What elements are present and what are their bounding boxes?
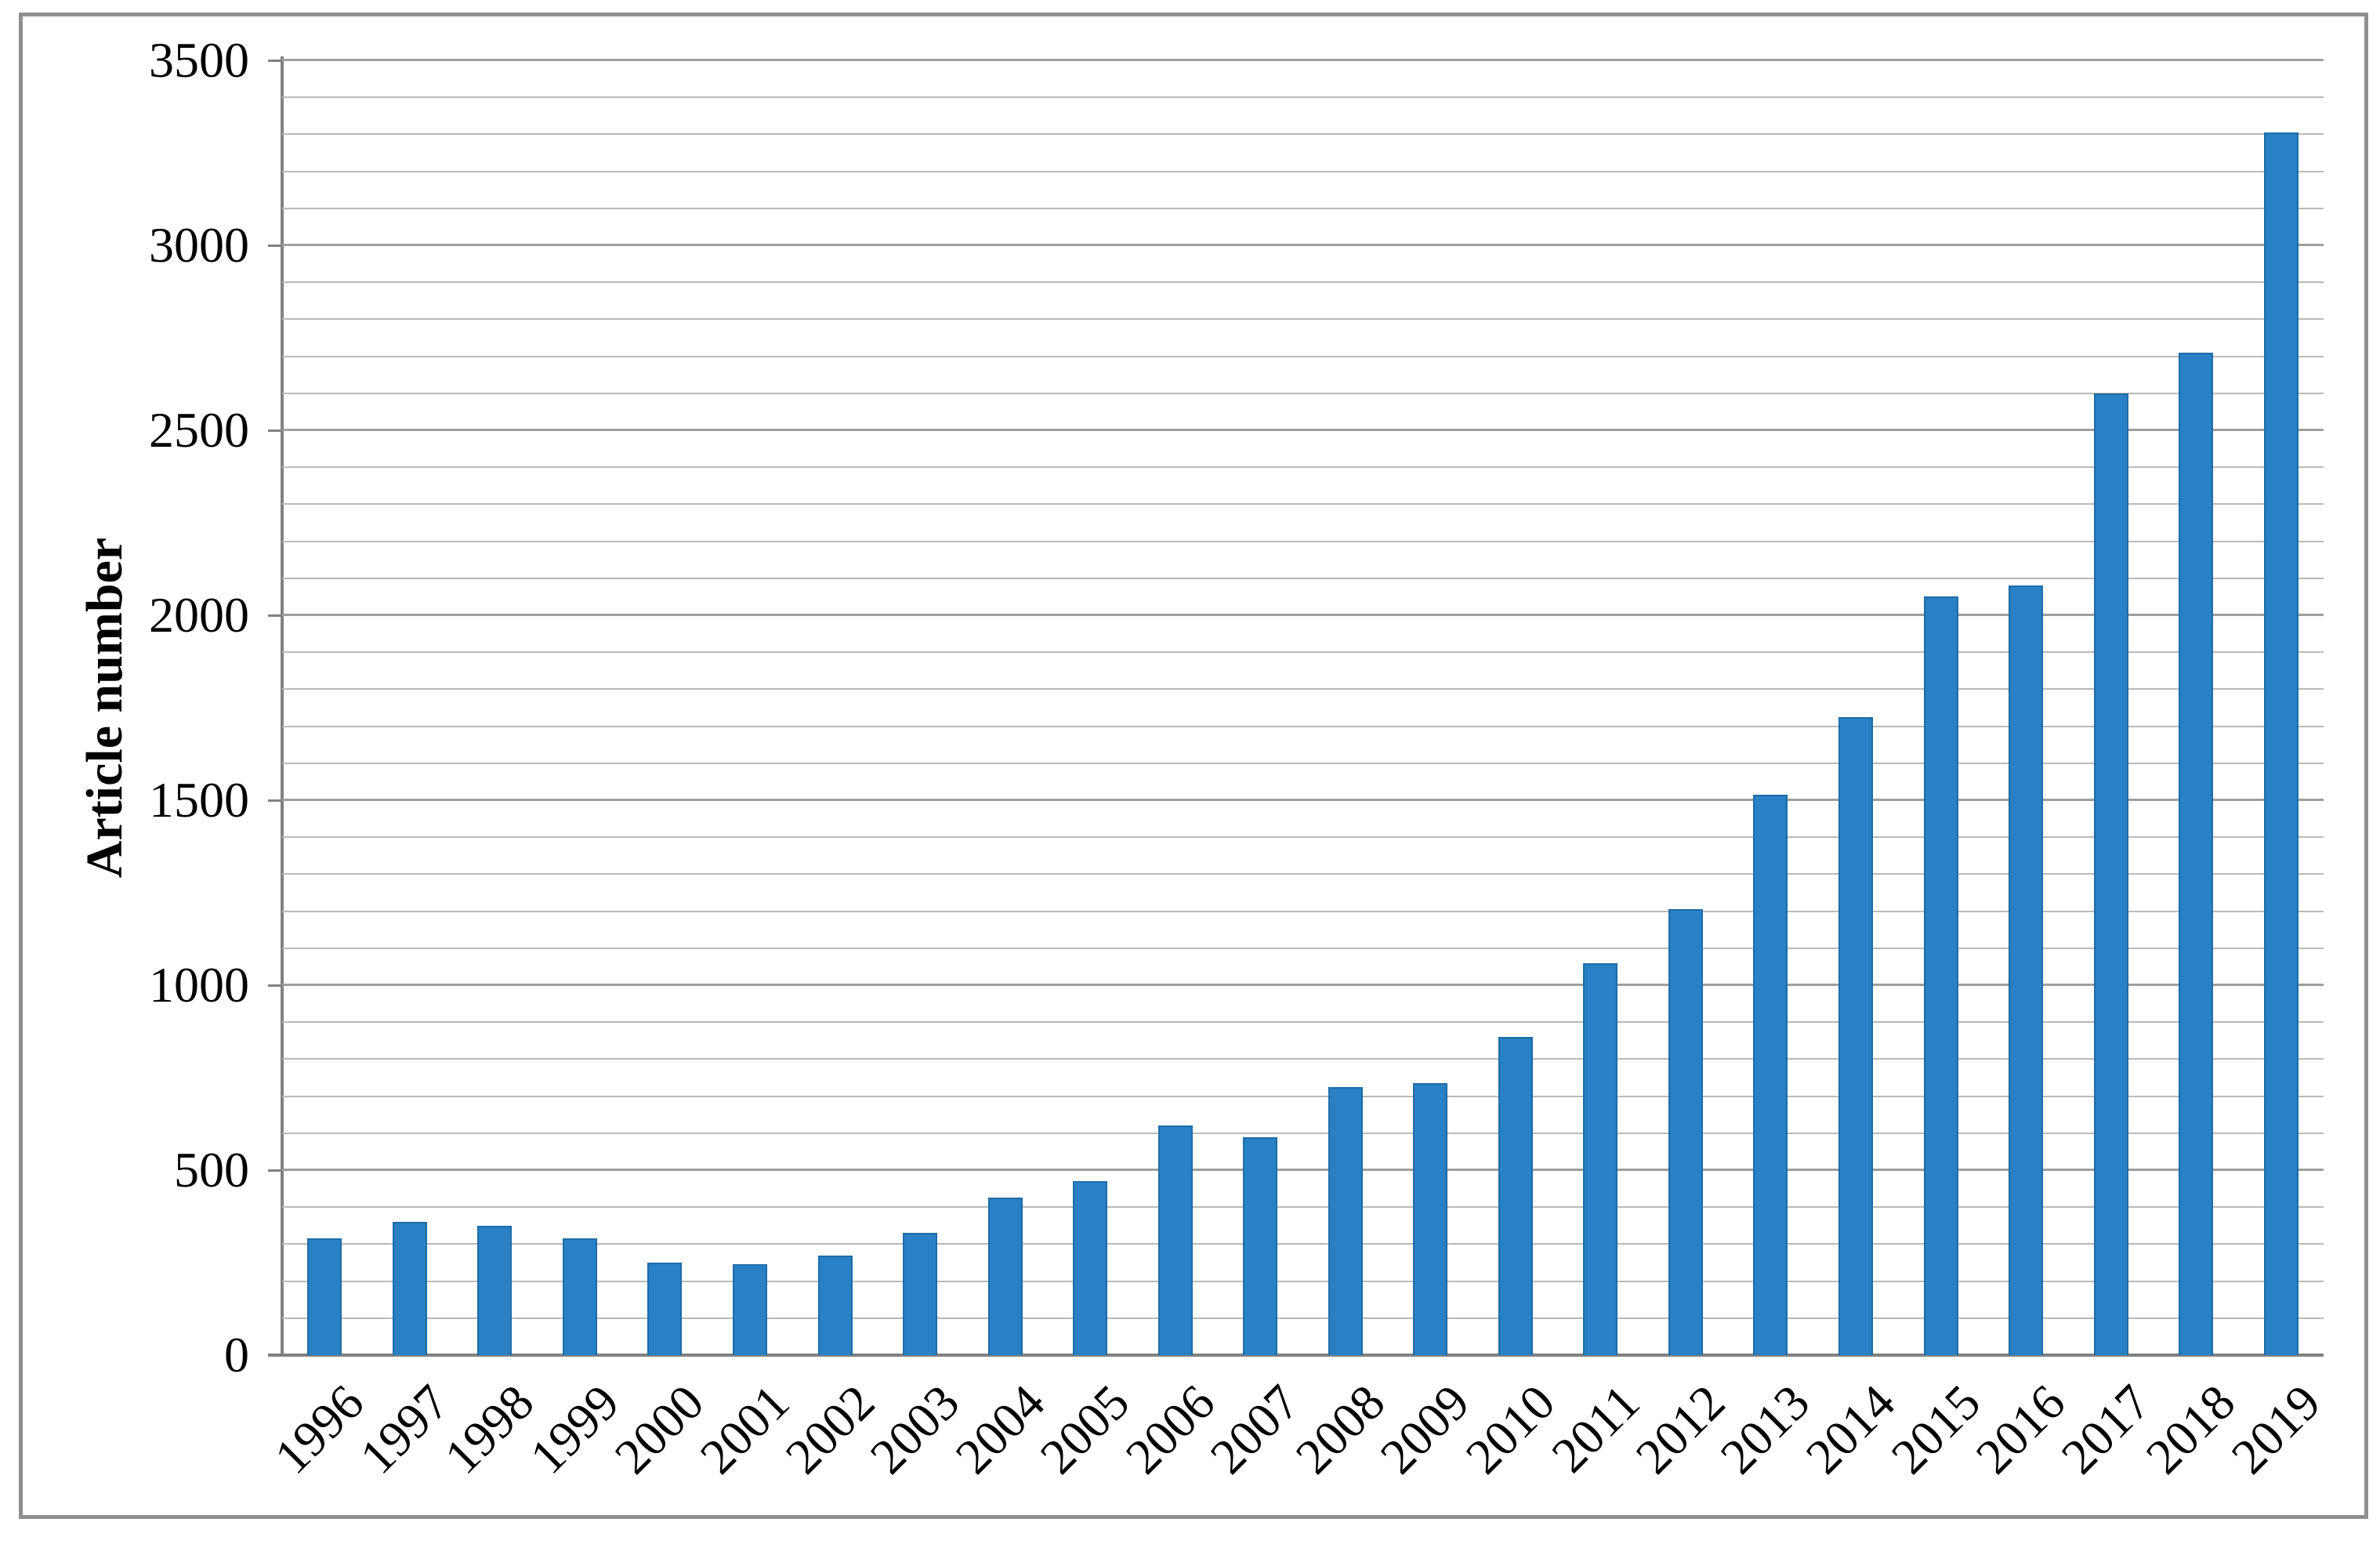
y-gridline-3300: [282, 133, 2324, 136]
y-gridline-1300: [282, 873, 2324, 875]
y-gridline-2700: [282, 355, 2324, 357]
y-axis-line: [281, 56, 284, 1357]
y-gridline-2600: [282, 392, 2324, 394]
y-gridline-2300: [282, 503, 2324, 506]
y-gridline-400: [282, 1206, 2324, 1209]
y-tick-500: [268, 1169, 282, 1172]
y-tick-label-2000: 2000: [149, 587, 249, 643]
y-tick-3500: [268, 60, 282, 62]
y-tick-1500: [268, 799, 282, 802]
bar-2018: [2179, 353, 2213, 1355]
y-gridline-1700: [282, 725, 2324, 727]
y-gridline-3000: [282, 244, 2324, 246]
y-gridline-600: [282, 1132, 2324, 1134]
y-gridline-2900: [282, 281, 2324, 284]
y-gridline-1900: [282, 651, 2324, 654]
bar-1997: [393, 1222, 427, 1355]
bar-2011: [1583, 963, 1617, 1355]
y-gridline-1400: [282, 836, 2324, 839]
bar-2015: [1924, 596, 1958, 1355]
y-tick-label-1000: 1000: [149, 957, 249, 1013]
y-axis-title: Article number: [76, 537, 133, 879]
y-gridline-2200: [282, 540, 2324, 542]
plot-area: [282, 59, 2324, 1355]
y-gridline-2500: [282, 429, 2324, 431]
bar-2016: [2009, 585, 2043, 1355]
y-tick-label-500: 500: [174, 1142, 249, 1198]
bar-2001: [733, 1264, 767, 1355]
y-tick-2500: [268, 429, 282, 432]
bar-2003: [903, 1233, 937, 1355]
y-gridline-2100: [282, 577, 2324, 579]
y-gridline-900: [282, 1021, 2324, 1024]
y-gridline-3500: [282, 59, 2324, 61]
y-tick-3000: [268, 245, 282, 247]
y-gridline-200: [282, 1280, 2324, 1282]
y-gridline-1200: [282, 910, 2324, 912]
bar-2002: [818, 1256, 853, 1355]
bar-2005: [1073, 1181, 1107, 1355]
bar-1996: [307, 1238, 342, 1355]
y-gridline-1100: [282, 947, 2324, 949]
bar-1998: [477, 1226, 512, 1355]
bar-2017: [2094, 393, 2128, 1355]
bar-2009: [1413, 1083, 1447, 1355]
y-gridline-2800: [282, 318, 2324, 321]
x-axis-line: [268, 1354, 2324, 1357]
y-tick-label-3500: 3500: [149, 32, 249, 88]
bar-2000: [647, 1263, 682, 1355]
y-gridline-500: [282, 1169, 2324, 1171]
y-gridline-3400: [282, 96, 2324, 99]
bar-2010: [1498, 1037, 1533, 1355]
bar-2019: [2264, 132, 2298, 1355]
y-gridline-2400: [282, 466, 2324, 469]
y-tick-label-1500: 1500: [149, 772, 249, 828]
y-tick-0: [268, 1354, 282, 1357]
bar-1999: [563, 1238, 597, 1355]
y-gridline-800: [282, 1058, 2324, 1060]
bar-2007: [1243, 1137, 1277, 1355]
bar-2008: [1328, 1087, 1363, 1355]
bar-2014: [1838, 717, 1873, 1355]
bar-2012: [1668, 909, 1703, 1355]
y-tick-2000: [268, 614, 282, 617]
bar-2013: [1753, 795, 1788, 1355]
y-gridline-3200: [282, 170, 2324, 172]
y-tick-1000: [268, 984, 282, 987]
y-gridline-2000: [282, 614, 2324, 616]
y-gridline-3100: [282, 207, 2324, 209]
y-gridline-1800: [282, 688, 2324, 690]
y-tick-label-0: 0: [224, 1327, 249, 1383]
bar-2004: [988, 1198, 1023, 1355]
bar-2006: [1158, 1125, 1193, 1355]
y-tick-label-2500: 2500: [149, 402, 249, 458]
y-gridline-700: [282, 1095, 2324, 1097]
y-gridline-100: [282, 1317, 2324, 1319]
y-gridline-1000: [282, 984, 2324, 986]
y-gridline-300: [282, 1243, 2324, 1245]
y-gridline-1600: [282, 762, 2324, 764]
y-tick-label-3000: 3000: [149, 217, 249, 273]
y-gridline-1500: [282, 799, 2324, 801]
